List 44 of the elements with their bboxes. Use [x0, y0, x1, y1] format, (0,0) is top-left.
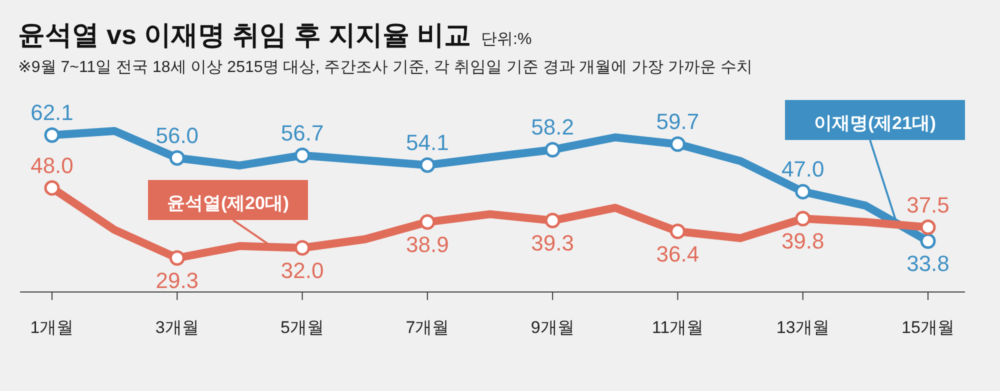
- point: [169, 150, 185, 166]
- data-label: 32.0: [280, 258, 324, 283]
- data-label: 36.4: [656, 241, 700, 266]
- x-tick-label: 13개월: [776, 318, 830, 337]
- data-label: 29.3: [156, 268, 199, 293]
- x-tick-label: 3개월: [155, 318, 199, 337]
- point: [420, 157, 436, 173]
- annotation: 단위:%: [481, 31, 532, 48]
- data-label: 48.0: [30, 152, 74, 178]
- point: [670, 224, 686, 240]
- point: [294, 240, 310, 256]
- data-label: 37.5: [906, 192, 950, 218]
- point: [920, 233, 936, 249]
- data-label: 62.1: [30, 100, 74, 126]
- x-tick-label: 9개월: [530, 318, 574, 337]
- data-label: 58.2: [531, 114, 574, 140]
- point: [920, 220, 936, 236]
- point: [544, 142, 560, 158]
- data-label: 38.9: [406, 232, 449, 258]
- data-label: 59.7: [656, 109, 700, 134]
- x-tick-label: 7개월: [406, 318, 450, 337]
- x-tick-label: 15개월: [902, 318, 954, 337]
- point: [795, 184, 811, 200]
- data-label: 54.1: [406, 130, 449, 156]
- data-label: 56.0: [156, 122, 199, 148]
- data-label: 39.8: [781, 228, 824, 254]
- x-tick-label: 1개월: [30, 318, 74, 337]
- x-tick-label: 5개월: [280, 318, 324, 337]
- point: [544, 212, 560, 228]
- series-label: 윤석열(제20대): [166, 193, 290, 213]
- point: [44, 180, 60, 196]
- data-label: 33.8: [906, 251, 950, 276]
- title: 윤석열 vs 이재명 취임 후 지지율 비교: [18, 20, 472, 50]
- subtitle: ※9월 7~11일 전국 18세 이상 2515명 대상, 주간조사 기준, 각 취임일 기준 경과 개월에 가장 가까운 수치: [18, 59, 753, 76]
- point: [169, 250, 185, 266]
- point: [294, 148, 310, 164]
- x-tick-label: 11개월: [652, 318, 704, 337]
- data-label: 56.7: [280, 120, 324, 146]
- point: [44, 127, 60, 143]
- point: [670, 136, 686, 152]
- point: [420, 214, 436, 230]
- data-label: 47.0: [781, 156, 824, 182]
- point: [795, 210, 811, 226]
- data-label: 39.3: [531, 230, 574, 256]
